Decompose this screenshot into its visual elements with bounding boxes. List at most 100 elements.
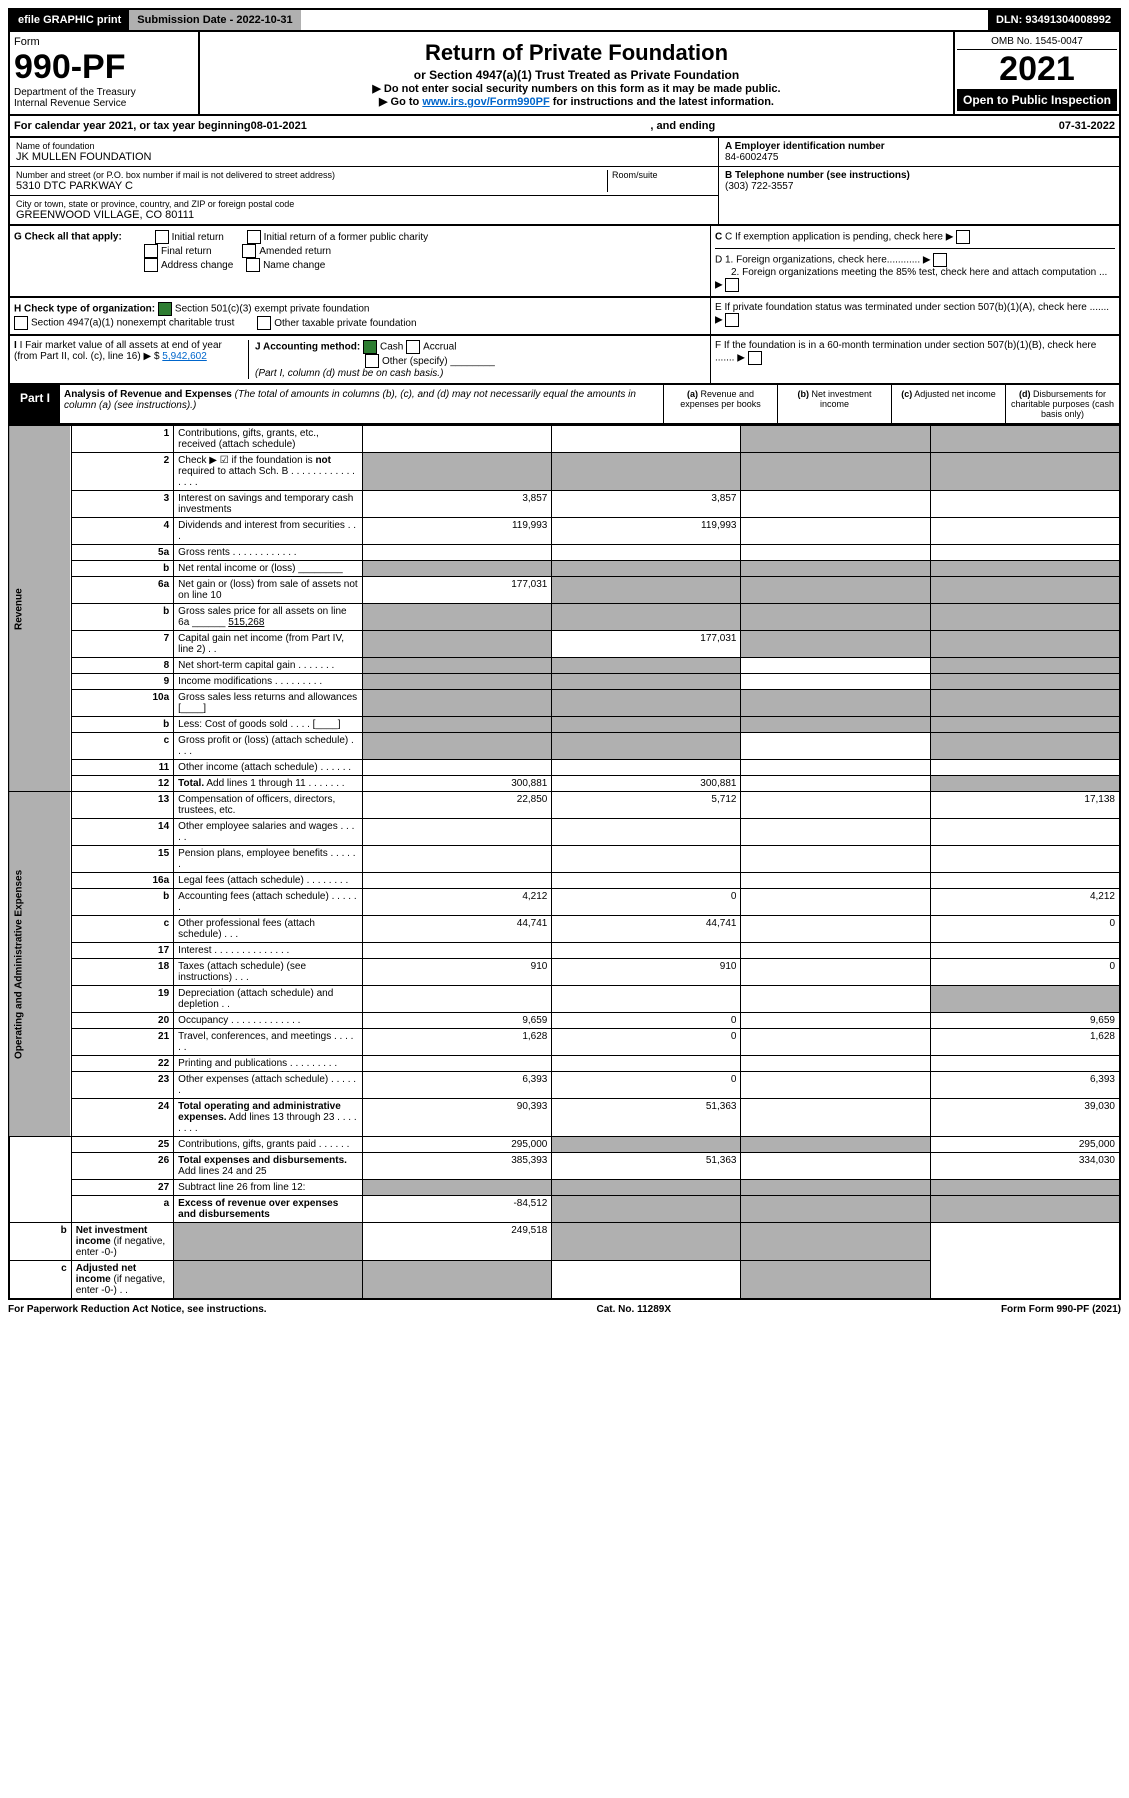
table-row: cOther professional fees (attach schedul… bbox=[9, 916, 1120, 943]
checkbox-final[interactable] bbox=[144, 244, 158, 258]
cell-c bbox=[741, 491, 930, 518]
checkbox-d1[interactable] bbox=[933, 253, 947, 267]
checkbox-former[interactable] bbox=[247, 230, 261, 244]
cell-c bbox=[741, 873, 930, 889]
line-number: 4 bbox=[71, 518, 173, 545]
cell-b: 44,741 bbox=[552, 916, 741, 943]
cell-d bbox=[930, 873, 1120, 889]
fmv-value[interactable]: 5,942,602 bbox=[162, 351, 207, 362]
cell-d bbox=[930, 674, 1120, 690]
line-label: Other professional fees (attach schedule… bbox=[174, 916, 363, 943]
checkbox-accrual[interactable] bbox=[406, 340, 420, 354]
cell-c bbox=[552, 1261, 741, 1300]
line-number: 3 bbox=[71, 491, 173, 518]
line-number: 27 bbox=[71, 1180, 173, 1196]
cell-b: 51,363 bbox=[552, 1099, 741, 1137]
line-number: b bbox=[9, 1223, 71, 1261]
efile-label: efile GRAPHIC print bbox=[10, 10, 129, 30]
cell-c bbox=[741, 776, 930, 792]
e-line: E If private foundation status was termi… bbox=[711, 298, 1119, 334]
cell-d bbox=[930, 943, 1120, 959]
cell-d bbox=[930, 561, 1120, 577]
foundation-name: JK MULLEN FOUNDATION bbox=[16, 151, 712, 163]
c-line: C C If exemption application is pending,… bbox=[715, 230, 1115, 244]
line-label: Net gain or (loss) from sale of assets n… bbox=[174, 577, 363, 604]
cell-a bbox=[363, 426, 552, 453]
line-label: Taxes (attach schedule) (see instruction… bbox=[174, 959, 363, 986]
cell-a bbox=[363, 631, 552, 658]
checkbox-cash[interactable] bbox=[363, 340, 377, 354]
cell-d bbox=[930, 426, 1120, 453]
cell-b bbox=[552, 690, 741, 717]
submission-date: Submission Date - 2022-10-31 bbox=[129, 10, 300, 30]
cell-b: 910 bbox=[552, 959, 741, 986]
line-number: b bbox=[71, 717, 173, 733]
cell-b bbox=[552, 674, 741, 690]
checkbox-other-acct[interactable] bbox=[365, 354, 379, 368]
line-number: 17 bbox=[71, 943, 173, 959]
checkbox-initial[interactable] bbox=[155, 230, 169, 244]
checkbox-c[interactable] bbox=[956, 230, 970, 244]
line-number: 20 bbox=[71, 1013, 173, 1029]
line-label: Interest . . . . . . . . . . . . . . bbox=[174, 943, 363, 959]
f-line: F If the foundation is in a 60-month ter… bbox=[711, 336, 1119, 383]
cell-a bbox=[363, 545, 552, 561]
cell-c bbox=[741, 561, 930, 577]
checkbox-amended[interactable] bbox=[242, 244, 256, 258]
line-number: 25 bbox=[71, 1137, 173, 1153]
checkbox-other-tax[interactable] bbox=[257, 316, 271, 330]
calendar-year-line: For calendar year 2021, or tax year begi… bbox=[8, 116, 1121, 138]
cell-a bbox=[363, 1180, 552, 1196]
cell-a bbox=[363, 1056, 552, 1072]
line-number: 10a bbox=[71, 690, 173, 717]
tel-label: B Telephone number (see instructions) bbox=[725, 170, 1113, 181]
checkbox-501c3[interactable] bbox=[158, 302, 172, 316]
tax-year: 2021 bbox=[957, 50, 1117, 89]
cell-a bbox=[363, 604, 552, 631]
line-label: Adjusted net income (if negative, enter … bbox=[71, 1261, 173, 1300]
cell-a: 119,993 bbox=[363, 518, 552, 545]
cell-a: 177,031 bbox=[363, 577, 552, 604]
checkbox-address[interactable] bbox=[144, 258, 158, 272]
irs: Internal Revenue Service bbox=[14, 98, 194, 109]
line-label: Legal fees (attach schedule) . . . . . .… bbox=[174, 873, 363, 889]
line-number: 8 bbox=[71, 658, 173, 674]
cell-a: 300,881 bbox=[363, 776, 552, 792]
page-title: Return of Private Foundation bbox=[206, 40, 947, 66]
line-label: Income modifications . . . . . . . . . bbox=[174, 674, 363, 690]
checkbox-4947[interactable] bbox=[14, 316, 28, 330]
table-row: 9Income modifications . . . . . . . . . bbox=[9, 674, 1120, 690]
cell-c bbox=[741, 959, 930, 986]
room-label: Room/suite bbox=[612, 170, 712, 180]
line-number: 14 bbox=[71, 819, 173, 846]
line-number: c bbox=[71, 733, 173, 760]
form-word: Form bbox=[14, 36, 194, 48]
dept: Department of the Treasury bbox=[14, 87, 194, 98]
checkbox-name[interactable] bbox=[246, 258, 260, 272]
footer-left: For Paperwork Reduction Act Notice, see … bbox=[8, 1304, 267, 1315]
checkbox-e[interactable] bbox=[725, 313, 739, 327]
line-label: Total operating and administrative expen… bbox=[174, 1099, 363, 1137]
cell-c bbox=[741, 792, 930, 819]
line-number: 5a bbox=[71, 545, 173, 561]
line-number: c bbox=[71, 916, 173, 943]
line-label: Contributions, gifts, grants paid . . . … bbox=[174, 1137, 363, 1153]
cell-b bbox=[552, 733, 741, 760]
cell-b bbox=[552, 717, 741, 733]
cell-a: 4,212 bbox=[363, 889, 552, 916]
cell-a bbox=[363, 819, 552, 846]
cell-c bbox=[741, 916, 930, 943]
table-row: 14Other employee salaries and wages . . … bbox=[9, 819, 1120, 846]
cell-a bbox=[363, 873, 552, 889]
table-row: aExcess of revenue over expenses and dis… bbox=[9, 1196, 1120, 1223]
cell-a bbox=[174, 1223, 363, 1261]
instructions-link[interactable]: www.irs.gov/Form990PF bbox=[422, 96, 549, 108]
cell-b bbox=[552, 545, 741, 561]
checkbox-f[interactable] bbox=[748, 351, 762, 365]
cell-d bbox=[741, 1261, 930, 1300]
cell-a bbox=[363, 561, 552, 577]
line-number: 6a bbox=[71, 577, 173, 604]
line-label: Capital gain net income (from Part IV, l… bbox=[174, 631, 363, 658]
checkbox-d2[interactable] bbox=[725, 278, 739, 292]
table-row: cAdjusted net income (if negative, enter… bbox=[9, 1261, 1120, 1300]
